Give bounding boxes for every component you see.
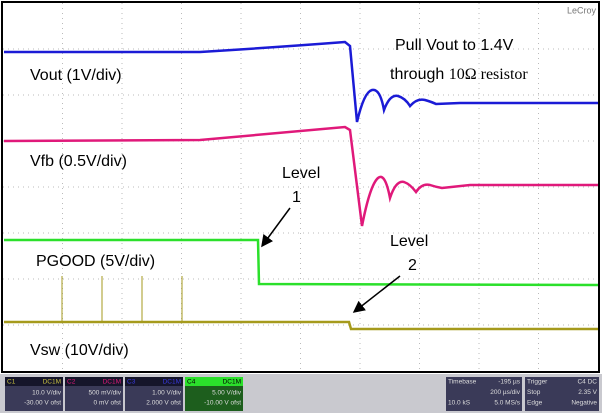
channel-coupling: DC1M <box>223 379 241 386</box>
screen-frame <box>1 1 600 373</box>
annotation: 10Ω resistor <box>449 66 529 83</box>
channel-header <box>65 377 123 386</box>
info-text: Timebase <box>448 379 477 386</box>
channel-offset: -10.00 V ofst <box>204 400 241 407</box>
trace-label: Vout (1V/div) <box>30 67 122 84</box>
channel-id: C2 <box>67 379 76 386</box>
vout-trace <box>4 40 598 123</box>
pgood-trace <box>4 238 599 287</box>
status-boxes: C1 DC1M 10.0 V/div -30.00 V ofst C2 DC1M 500 m… <box>5 377 599 411</box>
level-label: 2 <box>408 257 417 274</box>
channel-header <box>125 377 183 386</box>
info-text: Edge <box>527 400 543 407</box>
trace-label: Vsw (10V/div) <box>30 342 129 359</box>
info-text: -195 µs <box>498 379 521 386</box>
level-label: Level <box>282 165 320 182</box>
level-label: Level <box>390 233 428 250</box>
channel-id: C3 <box>127 379 136 386</box>
info-box <box>525 377 599 411</box>
annotation: through 10Ω resistor <box>390 66 528 84</box>
channel-id: C1 <box>7 379 16 386</box>
grid <box>3 3 598 371</box>
trace-label: PGOOD (5V/div) <box>36 253 155 270</box>
arrow <box>261 207 291 248</box>
vfb-trace <box>3 125 598 227</box>
info-text: 200 µs/div <box>490 389 521 396</box>
channel-scale: 500 mV/div <box>88 390 121 397</box>
info-text: 5.0 MS/s <box>494 400 520 407</box>
arrow <box>352 275 401 313</box>
channel-scale: 10.0 V/div <box>32 390 62 397</box>
vsw-trace <box>4 320 598 331</box>
channel-id: C4 <box>187 379 196 386</box>
info-text: Negative <box>571 400 597 407</box>
channel-header <box>185 377 243 386</box>
logo: LeCroy <box>567 5 597 15</box>
channel-coupling: DC1M <box>43 379 61 386</box>
trace-label: Vfb (0.5V/div) <box>30 153 127 170</box>
channel-scale: 1.00 V/div <box>152 390 182 397</box>
info-text: C4 DC <box>577 379 597 386</box>
channel-coupling: DC1M <box>163 379 181 386</box>
annotation: Pull Vout to 1.4V <box>395 37 514 54</box>
channel-coupling: DC1M <box>103 379 121 386</box>
channel-offset: -30.00 V ofst <box>24 400 61 407</box>
info-text: 2.35 V <box>578 389 597 396</box>
channel-header <box>5 377 63 386</box>
channel-offset: 0 mV ofst <box>94 400 122 407</box>
channel-scale: 5.00 V/div <box>212 390 242 397</box>
level-label: 1 <box>292 189 301 206</box>
annotation: through <box>390 66 444 83</box>
vsw-spikes <box>61 276 183 322</box>
info-text: Stop <box>527 389 541 396</box>
channel-offset: 2.000 V ofst <box>146 400 181 407</box>
info-box <box>446 377 522 411</box>
info-text: 10.0 kS <box>448 400 471 407</box>
info-text: Trigger <box>527 379 548 386</box>
